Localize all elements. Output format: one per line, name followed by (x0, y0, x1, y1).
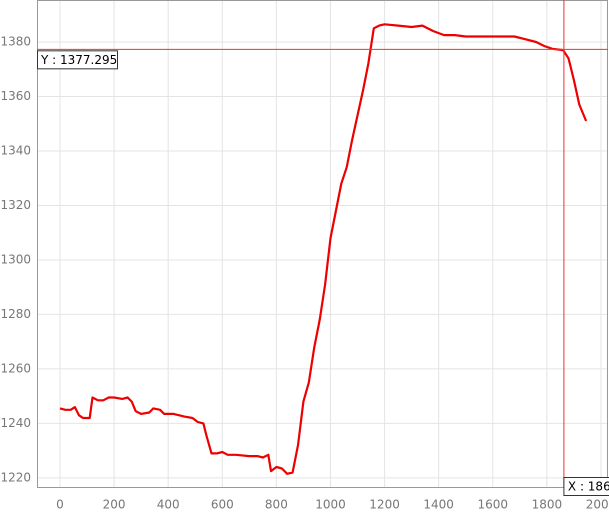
x-tick-label: 200 (103, 498, 126, 512)
y-tick-label: 1220 (0, 470, 31, 484)
x-tick-label: 1200 (369, 498, 400, 512)
y-tick-label: 1280 (0, 307, 31, 321)
x-label-box (563, 477, 609, 496)
x-tick-label: 400 (157, 498, 180, 512)
x-tick-label: 800 (265, 498, 288, 512)
x-tick-label: 1000 (315, 498, 346, 512)
y-tick-label: 1380 (0, 34, 31, 48)
x-tick-label: 1600 (477, 498, 508, 512)
grid (37, 0, 608, 488)
y-tick-label: 1240 (0, 416, 31, 430)
y-tick-label: 1300 (0, 252, 31, 266)
crosshair-y-label: Y : 1377.295 (40, 53, 117, 67)
y-tick-label: 1360 (0, 89, 31, 103)
data-line (59, 23, 588, 475)
y-label-box (37, 50, 118, 70)
y-tick-label: 1340 (0, 143, 31, 157)
y-tick-label: 1260 (0, 361, 31, 375)
x-tick-label: 600 (211, 498, 234, 512)
y-tick-label: 1320 (0, 198, 31, 212)
crosshair-x-label: X : 186 (568, 480, 609, 494)
x-tick-label: 1800 (532, 498, 563, 512)
plot-border (37, 0, 608, 488)
x-tick-label: 2000 (586, 498, 609, 512)
x-tick-label: 1400 (423, 498, 454, 512)
x-tick-label: 0 (56, 498, 64, 512)
